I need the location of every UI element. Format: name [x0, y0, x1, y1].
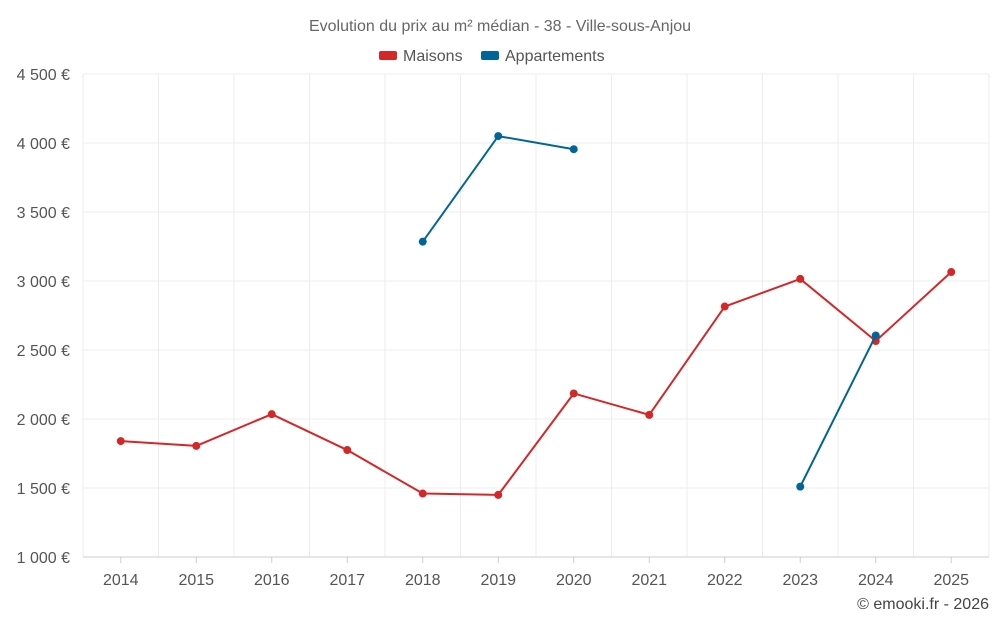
legend-swatch — [379, 51, 397, 60]
x-tick-label: 2014 — [103, 572, 139, 589]
x-tick-label: 2024 — [858, 572, 894, 589]
data-point[interactable] — [192, 441, 201, 450]
x-axis: 2014 2015 2016 2017 2018 2019 2020 2021 2022 2023… — [83, 556, 989, 589]
data-point[interactable] — [871, 331, 880, 340]
legend-swatch — [481, 51, 499, 60]
data-point[interactable] — [494, 490, 503, 499]
credit-text: © emooki.fr - 2026 — [857, 596, 989, 613]
x-tick-label: 2016 — [254, 572, 290, 589]
series-layer — [116, 132, 956, 499]
legend-label[interactable]: Maisons — [403, 48, 463, 65]
chart-title: Evolution du prix au m² médian - 38 - Vi… — [309, 18, 691, 35]
series-line — [799, 335, 877, 488]
y-tick-label: 2 000 € — [17, 412, 70, 429]
legend: Maisons Appartements — [379, 48, 605, 65]
y-tick-label: 1 000 € — [17, 550, 70, 567]
x-tick-label: 2025 — [933, 572, 969, 589]
x-tick-label: 2015 — [178, 572, 214, 589]
series-line — [120, 271, 952, 496]
y-tick-label: 4 500 € — [17, 67, 70, 84]
grid — [82, 73, 990, 558]
data-point[interactable] — [343, 446, 352, 455]
data-point[interactable] — [947, 268, 956, 277]
data-point[interactable] — [418, 489, 427, 498]
data-point[interactable] — [645, 410, 654, 419]
data-point[interactable] — [116, 437, 125, 446]
series-maisons — [116, 268, 956, 499]
y-tick-label: 3 000 € — [17, 274, 70, 291]
data-point[interactable] — [796, 274, 805, 283]
data-point[interactable] — [796, 482, 805, 491]
series-appartements — [418, 132, 880, 491]
y-tick-label: 1 500 € — [17, 481, 70, 498]
data-point[interactable] — [494, 132, 503, 141]
data-point[interactable] — [267, 410, 276, 419]
data-point[interactable] — [720, 302, 729, 311]
x-tick-label: 2020 — [556, 572, 592, 589]
legend-label[interactable]: Appartements — [505, 48, 605, 65]
y-tick-label: 3 500 € — [17, 205, 70, 222]
x-tick-label: 2019 — [480, 572, 516, 589]
data-point[interactable] — [569, 145, 578, 154]
data-point[interactable] — [418, 237, 427, 246]
y-tick-label: 4 000 € — [17, 136, 70, 153]
y-axis: 1 000 € 1 500 € 2 000 € 2 500 € 3 000 € 3 500… — [17, 67, 70, 567]
x-tick-label: 2018 — [405, 572, 441, 589]
data-point[interactable] — [569, 389, 578, 398]
x-tick-label: 2021 — [631, 572, 667, 589]
series-line — [421, 135, 574, 243]
x-tick-label: 2017 — [329, 572, 365, 589]
y-tick-label: 2 500 € — [17, 343, 70, 360]
x-tick-label: 2023 — [782, 572, 818, 589]
x-tick-label: 2022 — [707, 572, 743, 589]
